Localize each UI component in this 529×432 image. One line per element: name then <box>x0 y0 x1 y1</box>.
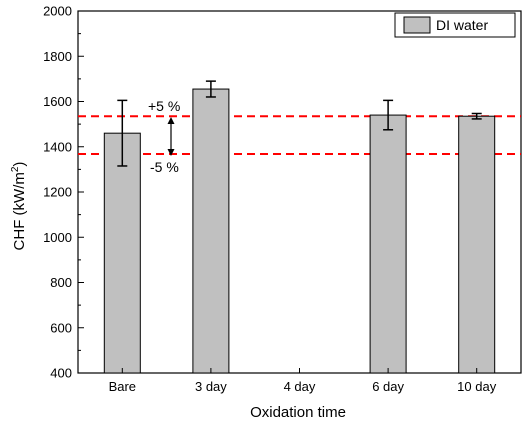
range-arrow-head-down <box>167 149 175 156</box>
plus-5-percent-label: +5 % <box>148 98 180 114</box>
x-tick-label: 3 day <box>195 379 227 394</box>
y-tick-label: 400 <box>50 366 72 381</box>
reference-lines <box>78 115 521 155</box>
y-tick-label: 1000 <box>43 230 72 245</box>
x-tick-label: 4 day <box>284 379 316 394</box>
bar <box>458 115 496 374</box>
y-tick-label: 1600 <box>43 94 72 109</box>
y-tick-label: 1400 <box>43 139 72 154</box>
minus-5-percent-label: -5 % <box>150 159 179 175</box>
y-tick-label: 1800 <box>43 49 72 64</box>
bars <box>103 88 496 374</box>
bar <box>369 114 407 374</box>
legend-swatch <box>403 16 431 34</box>
y-tick-label: 2000 <box>43 4 72 19</box>
annotations: +5 % -5 % <box>148 98 180 175</box>
bar <box>192 88 230 374</box>
x-tick-label: 10 day <box>457 379 497 394</box>
y-tick-label: 600 <box>50 320 72 335</box>
range-arrow-head-up <box>167 117 175 124</box>
bar <box>103 132 141 374</box>
legend-label: DI water <box>436 17 488 33</box>
x-tick-label: 6 day <box>372 379 404 394</box>
x-tick-label: Bare <box>109 379 136 394</box>
x-axis-title: Oxidation time <box>250 404 346 421</box>
error-bars <box>117 80 482 167</box>
y-axis-title: CHF (kW/m2) <box>10 162 28 251</box>
plot-border <box>77 10 522 374</box>
y-tick-label: 1200 <box>43 185 72 200</box>
x-axis: Bare 3 day 4 day 6 day 10 day <box>109 368 497 394</box>
y-axis: 400 600 800 1000 1200 1400 1600 1800 2000 <box>43 4 84 381</box>
plot-frame <box>77 10 522 374</box>
legend: DI water <box>394 12 516 38</box>
y-tick-label: 800 <box>50 275 72 290</box>
